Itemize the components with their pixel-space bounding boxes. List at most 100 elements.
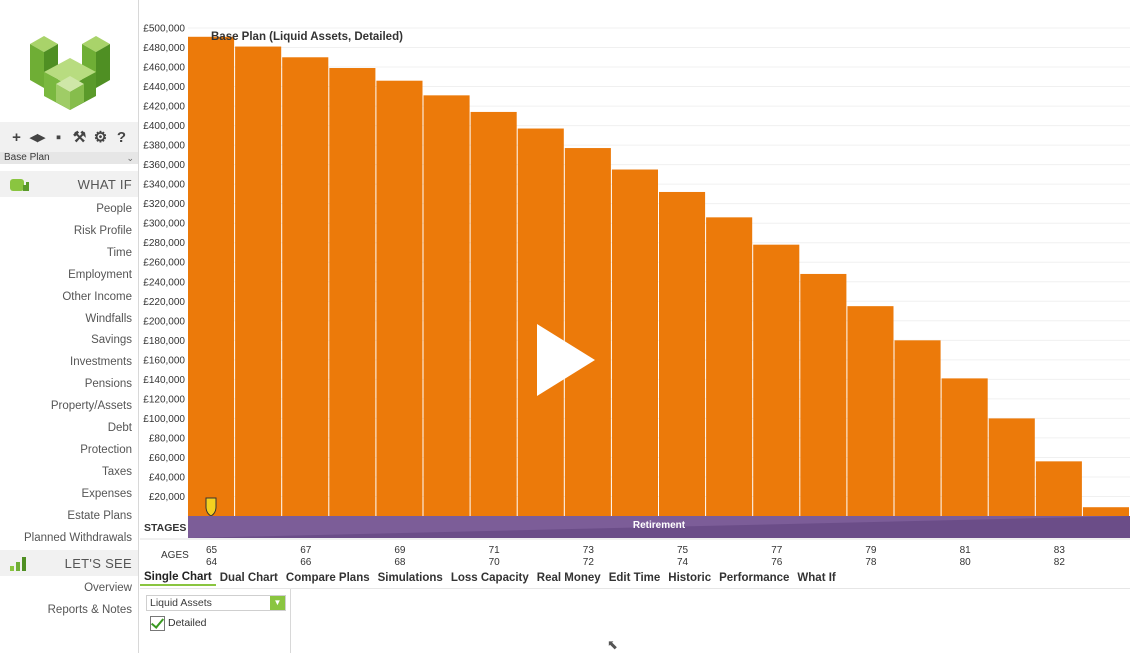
bar[interactable]: [847, 306, 894, 516]
age-label: 83: [1054, 545, 1066, 556]
ages-label: AGES: [161, 550, 189, 561]
bar[interactable]: [1035, 461, 1082, 516]
tab-simulations[interactable]: Simulations: [377, 572, 443, 584]
bar[interactable]: [894, 340, 941, 516]
y-tick-label: £460,000: [143, 63, 185, 74]
tab-real-money[interactable]: Real Money: [536, 572, 601, 584]
age-label: 73: [583, 545, 595, 556]
y-tick-label: £40,000: [149, 472, 186, 483]
what-if-header: WHAT IF: [0, 171, 138, 197]
bar-chart-icon: [10, 557, 26, 571]
tab-dual-chart[interactable]: Dual Chart: [219, 572, 278, 584]
age-label: 69: [394, 545, 406, 556]
sidebar-item-protection[interactable]: Protection: [80, 443, 132, 456]
sidebar-item-investments[interactable]: Investments: [70, 356, 132, 369]
app-logo: [30, 36, 110, 110]
bar[interactable]: [376, 80, 423, 517]
bar[interactable]: [659, 191, 706, 516]
tools-icon[interactable]: ⚒: [72, 129, 87, 146]
sidebar-item-property-assets[interactable]: Property/Assets: [50, 400, 132, 413]
y-tick-label: £340,000: [143, 180, 185, 191]
liquid-assets-chart: £20,000 £40,000 £60,000 £80,000 £100,000 £120…: [140, 24, 1130, 568]
stage-retirement: Retirement: [633, 520, 686, 531]
tab-single-chart[interactable]: Single Chart: [140, 571, 216, 586]
lets-see-title: LET'S SEE: [64, 555, 132, 571]
bar[interactable]: [329, 68, 376, 517]
stage-gradient: [188, 516, 1130, 538]
sidebar-item-other-income[interactable]: Other Income: [62, 290, 132, 303]
y-tick-label: £420,000: [143, 102, 185, 113]
gear-icon[interactable]: ⚙: [93, 129, 108, 146]
bar[interactable]: [1082, 507, 1129, 516]
y-tick-label: £220,000: [143, 297, 185, 308]
view-select-value: Liquid Assets: [150, 597, 212, 609]
sidebar-item-savings[interactable]: Savings: [91, 334, 132, 347]
sidebar-item-debt[interactable]: Debt: [107, 422, 132, 434]
bar[interactable]: [611, 169, 658, 516]
y-tick-label: £280,000: [143, 238, 185, 249]
play-button[interactable]: [537, 324, 595, 396]
detailed-checkbox[interactable]: [150, 615, 165, 631]
what-if-icon: [10, 179, 29, 191]
bar[interactable]: [282, 57, 329, 516]
sidebar-item-estate-plans[interactable]: Estate Plans: [67, 509, 132, 522]
sidebar-item-pensions[interactable]: Pensions: [84, 378, 132, 391]
y-tick-label: £440,000: [143, 82, 185, 93]
bar[interactable]: [470, 111, 517, 516]
bar[interactable]: [706, 217, 753, 516]
age-label: 71: [489, 545, 501, 556]
bar[interactable]: [235, 46, 282, 516]
tab-compare-plans[interactable]: Compare Plans: [285, 572, 370, 584]
tab-performance[interactable]: Performance: [719, 572, 790, 584]
bar[interactable]: [753, 244, 800, 516]
age-label: 82: [1054, 557, 1066, 568]
y-tick-label: £380,000: [143, 141, 185, 152]
marker-icon[interactable]: [205, 497, 217, 517]
sidebar-item-planned-withdrawals[interactable]: Planned Withdrawals: [23, 531, 132, 544]
plus-icon[interactable]: +: [12, 128, 21, 146]
sidebar-item-risk-profile[interactable]: Risk Profile: [73, 224, 132, 237]
y-tick-label: £500,000: [143, 24, 185, 35]
help-icon[interactable]: ?: [116, 128, 127, 146]
view-select[interactable]: Liquid Assets ▼: [146, 595, 286, 611]
age-label: 74: [677, 557, 689, 568]
sidebar-item-windfalls[interactable]: Windfalls: [85, 312, 132, 325]
sidebar-item-time[interactable]: Time: [106, 246, 132, 259]
bar[interactable]: [423, 95, 470, 517]
plan-selector[interactable]: Base Plan ⌄: [0, 152, 138, 164]
bar[interactable]: [188, 36, 235, 517]
compare-arrows-icon[interactable]: ◂▸: [29, 129, 46, 146]
stages-label: STAGES: [144, 522, 186, 534]
chart-area: £20,000 £40,000 £60,000 £80,000 £100,000 £120…: [140, 18, 1130, 568]
bar[interactable]: [564, 148, 611, 516]
y-tick-label: £480,000: [143, 43, 185, 54]
save-icon[interactable]: ▪: [55, 128, 62, 146]
sidebar: + ◂▸ ▪ ⚒ ⚙ ? Base Plan ⌄ WHAT IF People R…: [0, 0, 139, 653]
tab-edit-time[interactable]: Edit Time: [608, 572, 661, 584]
sidebar-item-taxes[interactable]: Taxes: [101, 465, 132, 478]
tab-loss-capacity[interactable]: Loss Capacity: [450, 572, 529, 584]
bar[interactable]: [988, 418, 1035, 516]
age-label: 77: [771, 545, 783, 556]
chart-tabs: Single Chart Dual Chart Compare Plans Simul…: [140, 568, 1130, 589]
toolbar: + ◂▸ ▪ ⚒ ⚙ ?: [0, 122, 138, 152]
sidebar-item-overview[interactable]: Overview: [84, 582, 132, 594]
y-tick-label: £300,000: [143, 219, 185, 230]
tab-historic[interactable]: Historic: [668, 572, 712, 584]
age-label: 68: [394, 557, 406, 568]
dropdown-arrow-icon: ▼: [270, 596, 285, 610]
sidebar-item-employment[interactable]: Employment: [68, 268, 132, 281]
bar[interactable]: [517, 128, 564, 516]
bar[interactable]: [800, 273, 847, 516]
sidebar-item-people[interactable]: People: [96, 203, 132, 215]
sidebar-item-expenses[interactable]: Expenses: [81, 487, 132, 500]
tab-what-if[interactable]: What If: [797, 572, 836, 584]
y-tick-label: £80,000: [149, 433, 186, 444]
detailed-checkbox-row[interactable]: Detailed: [150, 615, 207, 631]
y-tick-label: £180,000: [143, 336, 185, 347]
sidebar-item-reports-notes[interactable]: Reports & Notes: [47, 604, 132, 616]
age-label: 75: [677, 545, 689, 556]
age-label: 78: [865, 557, 877, 568]
age-label: 64: [206, 557, 218, 568]
bar[interactable]: [941, 378, 988, 516]
